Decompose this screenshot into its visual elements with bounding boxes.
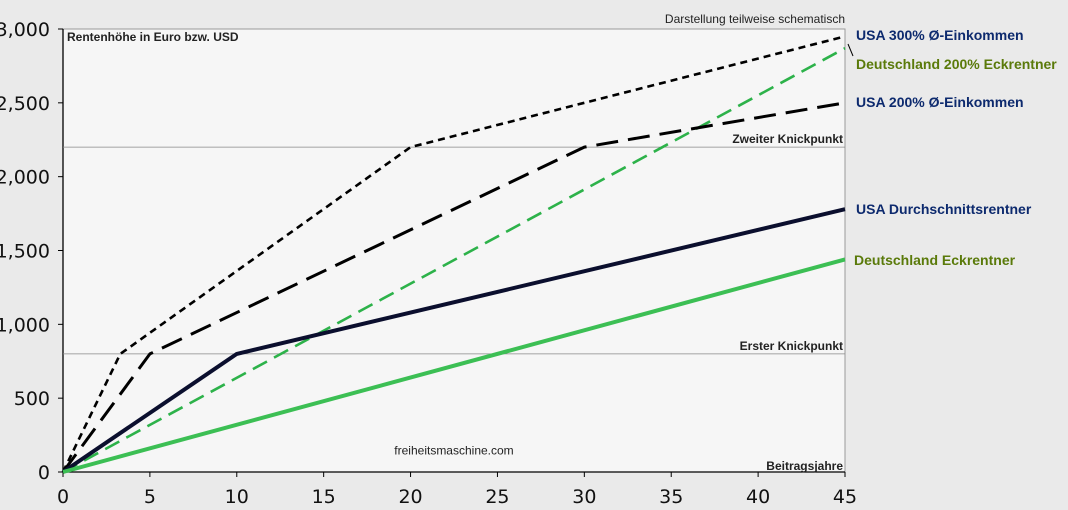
x-tick-label: 20: [398, 486, 422, 508]
x-tick-label: 45: [833, 486, 857, 508]
y-tick-label: 500: [14, 388, 50, 410]
reference-line-label: Zweiter Knickpunkt: [732, 132, 843, 146]
x-tick-label: 5: [144, 486, 156, 508]
y-tick-label: 0: [38, 462, 50, 484]
y-axis-label: Rentenhöhe in Euro bzw. USD: [67, 30, 239, 44]
y-tick-label: 2,000: [0, 167, 50, 189]
plot-area: [62, 28, 846, 473]
series-line-2: [62, 47, 846, 474]
x-tick-label: 15: [312, 486, 336, 508]
watermark: freiheitsmaschine.com: [394, 443, 513, 457]
y-tick-label: 3,000: [0, 19, 50, 41]
x-tick-label: 10: [225, 486, 249, 508]
schematic-note: Darstellung teilweise schematisch: [665, 12, 845, 26]
y-tick-label: 1,000: [0, 314, 50, 336]
series-line-3: [61, 101, 846, 473]
series-label-5: Deutschland Eckrentner: [854, 252, 1016, 268]
legend-connector: [847, 43, 854, 57]
x-axis-label: Beitragsjahre: [766, 459, 843, 473]
x-tick-label: 35: [659, 486, 683, 508]
series-line-1: [61, 35, 846, 473]
series-label-3: USA 200% Ø-Einkommen: [856, 94, 1024, 110]
x-tick-label: 30: [572, 486, 596, 508]
x-tick-label: 40: [746, 486, 770, 508]
y-tick-label: 1,500: [0, 241, 50, 263]
x-tick-label: 25: [485, 486, 509, 508]
series-label-1: USA 300% Ø-Einkommen: [856, 27, 1024, 43]
x-tick-label: 0: [57, 486, 69, 508]
series-line-5: [62, 257, 846, 474]
y-tick-label: 2,500: [0, 93, 50, 115]
reference-line-label: Erster Knickpunkt: [740, 339, 843, 353]
series-label-2: Deutschland 200% Eckrentner: [856, 56, 1057, 72]
series-line-4: [61, 207, 846, 474]
series-label-4: USA Durchschnittsrentner: [856, 201, 1032, 217]
